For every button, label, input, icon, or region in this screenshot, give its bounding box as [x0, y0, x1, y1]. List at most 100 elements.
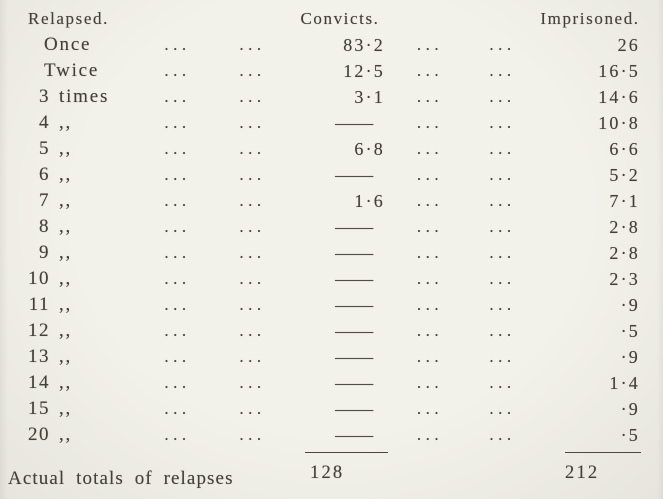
relapse-count: 14 [28, 372, 50, 393]
relapse-label: ,, [59, 294, 73, 315]
imprisoned-value: 10·8 [598, 113, 640, 133]
leader-dots: ... [239, 321, 266, 340]
leader-dots: ... [489, 321, 516, 340]
leader-dots: ... [489, 295, 516, 314]
relapsed-cell: 4,, [0, 110, 140, 136]
relapse-count: 15 [28, 398, 50, 419]
relapse-count: 11 [28, 294, 50, 315]
imprisoned-value: 2·8 [609, 217, 640, 237]
relapsed-cell: 3 times [0, 84, 140, 110]
leader-dots: ... [239, 295, 266, 314]
relapse-label: ,, [59, 190, 73, 211]
table-row: 13,, ... ... — ... ... ·9 [0, 344, 645, 370]
relapsed-cell: 12,, [0, 318, 140, 344]
leader-dots: ... [416, 269, 444, 288]
leader-dots: ... [416, 191, 444, 210]
imprisoned-value: ·9 [620, 347, 640, 367]
leader-dots: ... [164, 243, 191, 262]
relapsed-cell: 6,, [0, 162, 140, 188]
relapse-count: 6 [39, 164, 50, 185]
relapse-label: ,, [59, 320, 73, 341]
relapsed-cell: 15,, [0, 396, 140, 422]
relapse-label: ,, [59, 242, 73, 263]
convicts-value: — [335, 347, 373, 367]
imprisoned-value: ·9 [620, 295, 640, 315]
imprisoned-value: 5·2 [609, 165, 640, 185]
imprisoned-value: 16·5 [598, 61, 640, 81]
leader-dots: ... [164, 87, 191, 106]
leader-dots: ... [164, 35, 191, 54]
convicts-value: — [335, 243, 373, 263]
table-row: 4,, ... ... — ... ... 10·8 [0, 110, 645, 136]
leader-dots: ... [239, 269, 266, 288]
leader-dots: ... [164, 295, 191, 314]
convicts-value: 3·1 [354, 87, 385, 107]
leader-dots: ... [416, 425, 444, 444]
convicts-value: 6·8 [354, 139, 385, 159]
relapse-label: ,, [59, 138, 73, 159]
table-row: 3 times ... ... 3·1 ... ... 14·6 [0, 84, 645, 110]
leader-dots: ... [239, 35, 266, 54]
relapsed-cell: Once [0, 32, 140, 58]
relapsed-cell: 10,, [0, 266, 140, 292]
leader-dots: ... [239, 217, 266, 236]
relapse-label: Once [44, 34, 92, 55]
leader-dots: ... [164, 217, 191, 236]
leader-dots: ... [164, 347, 191, 366]
imprisoned-value: 1·4 [609, 373, 640, 393]
header-imprisoned: Imprisoned. [540, 9, 640, 28]
table-row: 15,, ... ... — ... ... ·9 [0, 396, 645, 422]
leader-dots: ... [239, 191, 266, 210]
leader-dots: ... [164, 269, 191, 288]
imprisoned-value: ·5 [620, 321, 640, 341]
leader-dots: ... [489, 191, 516, 210]
imprisoned-value: 2·3 [609, 269, 640, 289]
totals-imprisoned-cell: 212 [535, 452, 645, 490]
convicts-value: — [335, 165, 373, 185]
relapse-label: ,, [59, 268, 73, 289]
convicts-value: — [335, 217, 373, 237]
imprisoned-value: 6·6 [609, 139, 640, 159]
leader-dots: ... [416, 321, 444, 340]
leader-dots: ... [416, 61, 444, 80]
imprisoned-value: 26 [617, 35, 640, 55]
leader-dots: ... [489, 373, 516, 392]
relapse-label: Twice [44, 60, 100, 81]
relapse-count: 8 [39, 216, 50, 237]
totals-convicts-cell: 128 [290, 452, 390, 490]
leader-dots: ... [416, 87, 444, 106]
leader-dots: ... [164, 373, 191, 392]
imprisoned-value: 2·8 [609, 243, 640, 263]
leader-dots: ... [489, 399, 516, 418]
convicts-value: — [335, 373, 373, 393]
leader-dots: ... [416, 373, 444, 392]
leader-dots: ... [416, 217, 444, 236]
relapse-count: 9 [39, 242, 50, 263]
relapsed-cell: 11,, [0, 292, 140, 318]
imprisoned-value: ·9 [620, 399, 640, 419]
relapse-count: 13 [28, 346, 50, 367]
leader-dots: ... [239, 165, 266, 184]
leader-dots: ... [416, 113, 444, 132]
leader-dots: ... [239, 87, 266, 106]
leader-dots: ... [239, 347, 266, 366]
totals-imprisoned-value: 212 [565, 463, 600, 483]
leader-dots: ... [416, 139, 444, 158]
leader-dots: ... [164, 425, 191, 444]
convicts-value: — [335, 399, 373, 419]
table-row: 11,, ... ... — ... ... ·9 [0, 292, 645, 318]
imprisoned-value: 14·6 [598, 87, 640, 107]
leader-dots: ... [416, 295, 444, 314]
table-row: 20,, ... ... — ... ... ·5 [0, 422, 645, 448]
leader-dots: ... [489, 113, 516, 132]
leader-dots: ... [489, 269, 516, 288]
leader-dots: ... [164, 191, 191, 210]
relapse-label: ,, [59, 424, 73, 445]
relapsed-cell: 9,, [0, 240, 140, 266]
relapse-label: ,, [59, 216, 73, 237]
leader-dots: ... [164, 321, 191, 340]
convicts-value: — [335, 295, 373, 315]
totals-convicts-value: 128 [310, 463, 345, 483]
table-row: Twice ... ... 12·5 ... ... 16·5 [0, 58, 645, 84]
